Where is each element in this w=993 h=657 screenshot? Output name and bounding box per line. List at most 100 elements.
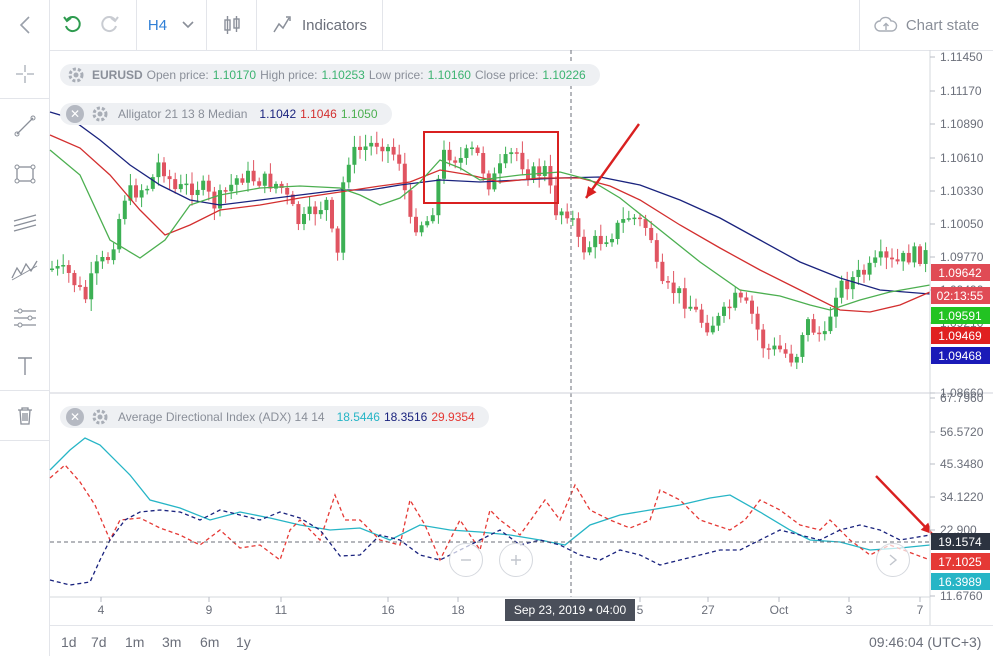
candle-body [257, 181, 262, 186]
candle-body [918, 246, 922, 264]
candle-body [901, 252, 906, 262]
indicators-label: Indicators [301, 16, 368, 34]
gear-icon[interactable] [66, 65, 86, 85]
price-tick-label: 1.10050 [940, 217, 984, 231]
candle-body [89, 273, 94, 300]
back-button[interactable] [0, 0, 50, 50]
candle-body [895, 259, 900, 262]
candle-body [234, 178, 239, 185]
chart-type-button[interactable] [207, 0, 257, 50]
indicators-button[interactable]: Indicators [257, 0, 383, 50]
candle-body [442, 149, 446, 179]
alligator-name: Alligator 21 13 8 Median [118, 107, 248, 121]
candle-body [290, 194, 295, 205]
candle-body [834, 297, 838, 317]
candle-body [391, 146, 396, 155]
alligator-jaw-value: 1.1042 [259, 107, 297, 121]
time-tick-label: 3 [846, 603, 853, 617]
period-6m[interactable]: 6m [200, 634, 220, 650]
period-3m[interactable]: 3m [162, 634, 182, 650]
pattern-tool[interactable] [0, 246, 49, 294]
candle-body [414, 216, 418, 233]
candle-body [598, 235, 603, 245]
candle-body [139, 190, 144, 198]
period-1d[interactable]: 1d [61, 634, 77, 650]
close-icon[interactable]: ✕ [66, 408, 84, 426]
candle-body [302, 213, 306, 225]
adx-tick-label: 22.900 [940, 523, 977, 537]
candle-body [733, 292, 738, 308]
candle-body [884, 251, 889, 258]
candle-body [811, 319, 816, 333]
candle-body [72, 272, 77, 286]
adx-tick-label: 34.1220 [940, 490, 984, 504]
redo-icon[interactable] [98, 14, 120, 36]
candle-body [839, 280, 844, 298]
candle-body [408, 190, 413, 217]
candle-body [778, 345, 782, 350]
candle-body [727, 306, 732, 309]
price-tick-label: 1.09210 [940, 316, 984, 330]
candle-body [565, 211, 570, 219]
zoom-out-button[interactable] [449, 543, 483, 577]
zoom-in-button[interactable] [499, 543, 533, 577]
close-icon[interactable]: ✕ [66, 105, 84, 123]
candle-body [537, 166, 542, 176]
candle-body [335, 228, 340, 253]
candlestick-icon [223, 16, 240, 34]
adx-lines [49, 437, 931, 586]
time-tick-label: Oct [770, 603, 789, 617]
candle-body [184, 183, 189, 186]
text-tool[interactable] [0, 342, 49, 391]
candle-body [475, 147, 480, 154]
candle-body [229, 184, 234, 192]
high-value: 1.10253 [321, 68, 365, 82]
candle-body [582, 236, 586, 253]
price-tick-label: 1.10330 [940, 184, 984, 198]
candle-body [906, 252, 911, 263]
price-badge-label: 1.09469 [938, 329, 982, 343]
rectangle-tool[interactable] [0, 150, 49, 198]
crosshair-tool[interactable] [0, 50, 49, 99]
adx-name: Average Directional Index (ADX) 14 14 [118, 410, 325, 424]
chevron-down-icon [182, 21, 194, 29]
indicators-icon [273, 16, 291, 33]
candle-body [330, 199, 334, 229]
fibonacci-tool[interactable] [0, 294, 49, 342]
candle-body [654, 240, 659, 262]
undo-icon[interactable] [62, 14, 84, 36]
candle-body [766, 348, 771, 350]
period-7d[interactable]: 7d [91, 634, 107, 650]
chart-state-button[interactable]: Chart state [859, 0, 993, 50]
candle-body [845, 280, 850, 290]
timeframe-select[interactable]: H4 [137, 0, 207, 50]
candle-body [638, 217, 642, 220]
adx-plus-di-line [49, 509, 931, 586]
trend-line-tool[interactable] [0, 102, 49, 150]
period-1y[interactable]: 1y [236, 634, 251, 650]
candle-body [212, 191, 217, 209]
adx-plus-di-value: 18.3516 [383, 410, 428, 424]
candle-body [643, 219, 648, 228]
adx-badge-label: 16.3989 [938, 575, 982, 589]
crosshair-time-label: Sep 23, 2019 • 04:00 [505, 599, 635, 621]
gear-icon[interactable] [90, 407, 110, 427]
candle-body [806, 319, 810, 336]
scroll-right-button[interactable] [876, 543, 910, 577]
highlight-rectangle [423, 131, 559, 204]
candle-body [755, 313, 760, 330]
candle-body [318, 210, 323, 215]
delete-drawings-tool[interactable] [0, 392, 49, 441]
channel-tool[interactable] [0, 198, 49, 246]
crosshair-time-text: Sep 23, 2019 • 04:00 [513, 603, 627, 617]
candle-body [100, 257, 105, 262]
candle-body [380, 146, 385, 152]
candle-body [374, 142, 379, 147]
gear-icon[interactable] [90, 104, 110, 124]
candle-body [486, 173, 491, 190]
period-1m[interactable]: 1m [125, 634, 145, 650]
candle-body [666, 281, 670, 283]
candle-body [509, 152, 514, 155]
candle-body [436, 178, 441, 216]
